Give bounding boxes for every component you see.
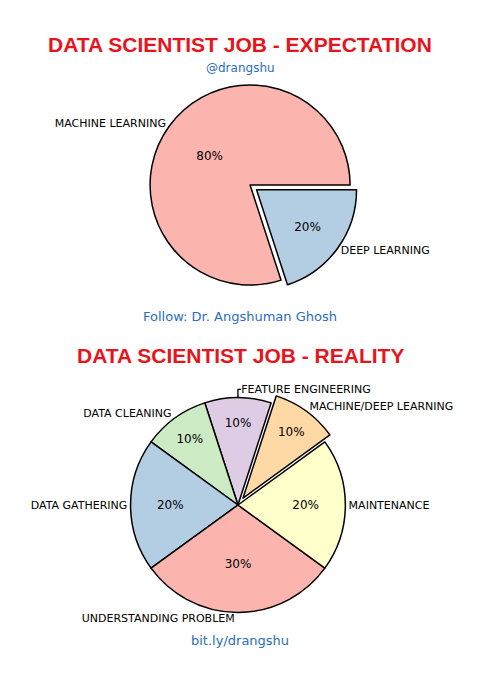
svg-text:10%: 10% [278,425,305,439]
svg-text:FEATURE ENGINEERING: FEATURE ENGINEERING [241,383,371,396]
svg-text:MACHINE/DEEP LEARNING: MACHINE/DEEP LEARNING [309,400,453,413]
svg-text:30%: 30% [225,557,252,571]
svg-text:10%: 10% [176,432,203,446]
svg-text:bit.ly/drangshu: bit.ly/drangshu [191,633,289,648]
svg-text:UNDERSTANDING PROBLEM: UNDERSTANDING PROBLEM [82,612,235,625]
svg-text:20%: 20% [294,220,321,234]
svg-text:20%: 20% [292,498,319,512]
svg-text:10%: 10% [225,416,252,430]
svg-text:DATA SCIENTIST JOB - EXPECTATI: DATA SCIENTIST JOB - EXPECTATION [48,33,432,56]
svg-text:MACHINE LEARNING: MACHINE LEARNING [55,117,166,130]
svg-text:MAINTENANCE: MAINTENANCE [349,499,430,512]
svg-text:80%: 80% [196,149,223,163]
svg-text:20%: 20% [157,498,184,512]
svg-text:@drangshu: @drangshu [206,61,275,75]
svg-text:DATA SCIENTIST JOB - REALITY: DATA SCIENTIST JOB - REALITY [77,344,404,367]
svg-text:DEEP LEARNING: DEEP LEARNING [341,244,430,257]
svg-text:DATA CLEANING: DATA CLEANING [83,407,171,420]
svg-text:Follow: Dr. Angshuman Ghosh: Follow: Dr. Angshuman Ghosh [143,309,337,324]
svg-text:DATA GATHERING: DATA GATHERING [31,499,128,512]
